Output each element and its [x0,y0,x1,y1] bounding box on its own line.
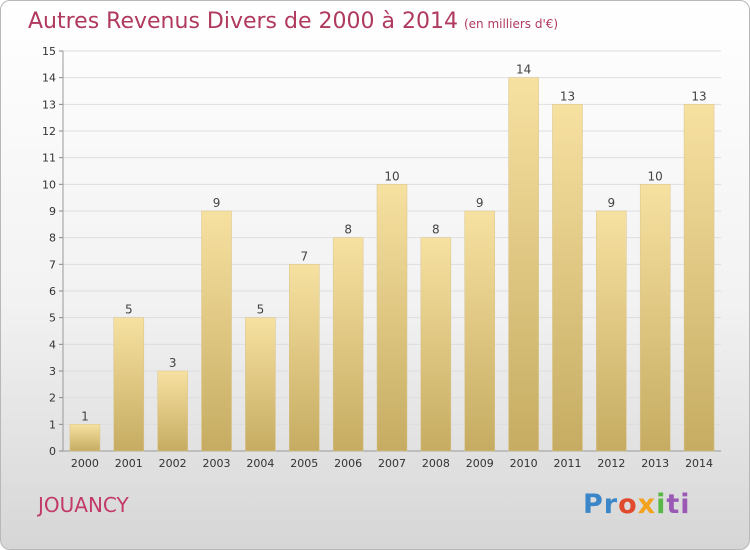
value-label: 5 [125,303,133,317]
y-tick-label: 12 [42,125,56,138]
x-tick-label: 2012 [597,457,625,470]
x-tick-label: 2006 [334,457,362,470]
chart-subtitle: (en milliers d'€) [463,17,559,31]
bar [113,317,145,452]
bar [639,184,671,452]
x-tick-label: 2002 [159,457,187,470]
x-tick-label: 2001 [115,457,143,470]
y-tick-label: 11 [42,152,56,165]
value-labels: 1 5 3 9 5 7 8 10 8 9 14 13 9 10 13 [81,63,707,424]
bar [201,210,232,452]
bar [157,370,188,452]
bar [683,104,715,452]
x-tick-label: 2000 [71,457,99,470]
title-text: Autres Revenus Divers de 2000 à 2014 [28,9,458,34]
value-label: 8 [344,223,352,237]
logo-part-1: Pr [583,489,619,520]
logo-part-4: i [656,489,667,520]
value-label: 7 [300,249,308,263]
value-label: 3 [169,356,177,370]
value-label: 14 [516,63,531,77]
proxiti-logo: Proxiti [583,489,691,520]
commune-name: JOUANCY [38,493,129,517]
bar [596,210,627,452]
x-tick-label: 2008 [422,457,450,470]
value-label: 10 [648,169,663,183]
x-axis-labels: 2000 2001 2002 2003 2004 2005 2006 2007 2008 2009… [71,457,713,470]
value-label: 10 [384,169,399,183]
logo-part-3: x [637,489,657,520]
x-tick-label: 2009 [466,457,494,470]
x-tick-label: 2003 [203,457,231,470]
y-tick-label: 5 [49,312,56,325]
bar [464,210,495,452]
bar [332,237,364,452]
value-label: 13 [691,89,706,103]
y-tick-label: 1 [49,418,56,431]
y-tick-label: 0 [49,445,56,458]
bar [69,424,101,452]
y-tick-label: 9 [49,205,56,218]
logo-part-2: o [618,489,638,520]
x-tick-label: 2014 [685,457,713,470]
bar [508,77,539,452]
value-label: 9 [476,196,484,210]
value-label: 13 [560,89,575,103]
y-tick-label: 13 [42,98,56,111]
x-tick-label: 2007 [378,457,406,470]
value-label: 9 [213,196,221,210]
y-tick-label: 10 [42,178,56,191]
bar [289,264,320,452]
y-tick-label: 3 [49,365,56,378]
y-tick-label: 7 [49,258,56,271]
chart-title: Autres Revenus Divers de 2000 à 2014 (en … [28,9,558,34]
y-tick-label: 6 [49,285,56,298]
x-tick-label: 2010 [510,457,538,470]
x-tick-label: 2004 [246,457,274,470]
y-tick-label: 2 [49,392,56,405]
value-label: 5 [257,303,265,317]
x-tick-label: 2005 [290,457,318,470]
bar [245,317,276,452]
value-label: 9 [608,196,616,210]
y-tick-label: 4 [49,338,56,351]
bars [69,77,715,452]
y-tick-label: 14 [42,72,56,85]
bar [376,184,408,452]
y-tick-label: 8 [49,232,56,245]
bar [420,237,452,452]
value-label: 8 [432,223,440,237]
bar [552,104,583,452]
y-tick-label: 15 [42,45,56,58]
x-tick-label: 2011 [553,457,581,470]
logo-part-5: ti [666,489,691,520]
x-tick-label: 2013 [641,457,669,470]
value-label: 1 [81,409,89,423]
